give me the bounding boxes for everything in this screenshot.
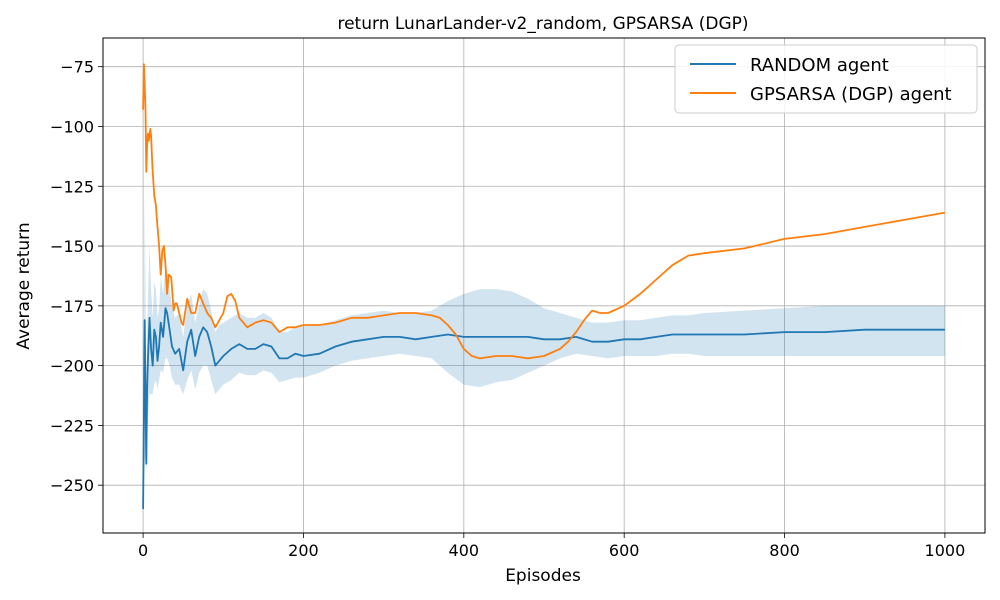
y-tick-label: −175 (50, 297, 94, 316)
y-tick-label: −125 (50, 177, 94, 196)
x-tick-label: 1000 (925, 541, 966, 560)
series-lines (142, 63, 946, 510)
y-tick-label: −100 (50, 117, 94, 136)
series-line-gpsarsa (142, 63, 946, 360)
y-tick-label: −250 (50, 476, 94, 495)
legend-box (674, 44, 978, 114)
confidence-band-random (143, 198, 945, 510)
x-tick-label: 400 (449, 541, 480, 560)
series-line-random (142, 307, 945, 510)
legend: RANDOM agent GPSARSA (DGP) agent (674, 44, 978, 114)
y-tick-label: −225 (50, 416, 94, 435)
x-tick-label: 0 (138, 541, 148, 560)
x-axis-label: Episodes (505, 566, 581, 586)
ticks: 0 200 400 600 800 1000 −250 −225 −200 −175 −150 −12… (50, 58, 965, 560)
chart-title: return LunarLander-v2_random, GPSARSA (D… (337, 14, 748, 34)
y-tick-label: −75 (60, 58, 94, 77)
y-tick-label: −200 (50, 357, 94, 376)
legend-label-random: RANDOM agent (750, 55, 889, 76)
grid (103, 38, 985, 533)
legend-label-gpsarsa: GPSARSA (DGP) agent (750, 84, 952, 105)
y-axis-label: Average return (14, 222, 34, 349)
confidence-bands (143, 198, 945, 510)
x-tick-label: 200 (288, 541, 319, 560)
x-tick-label: 600 (609, 541, 640, 560)
plot-frame (102, 37, 986, 534)
y-tick-label: −150 (50, 237, 94, 256)
x-tick-label: 800 (769, 541, 800, 560)
